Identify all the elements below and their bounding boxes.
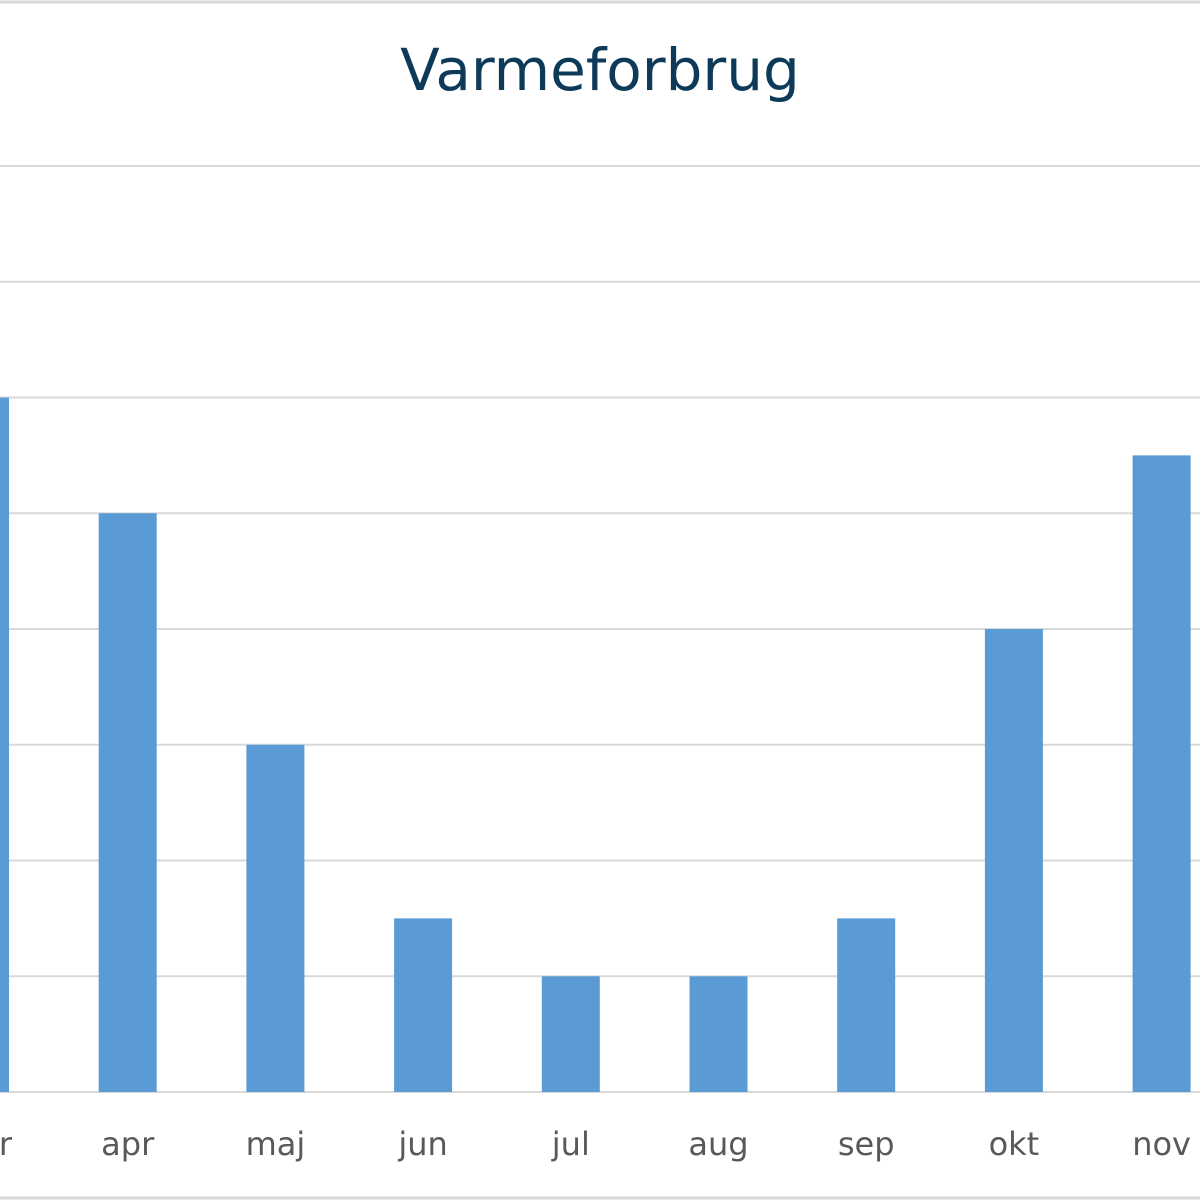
x-tick-label: mar — [0, 1125, 13, 1163]
x-tick-label: nov — [1132, 1125, 1191, 1163]
x-tick-label: apr — [101, 1125, 155, 1163]
x-tick-label: maj — [246, 1125, 306, 1163]
bar — [246, 744, 305, 1092]
bar — [0, 397, 9, 1092]
bar — [837, 918, 896, 1092]
bar — [394, 918, 453, 1092]
bar — [98, 513, 157, 1092]
bar — [689, 976, 748, 1092]
x-tick-label: jul — [551, 1125, 590, 1163]
x-tick-label: aug — [688, 1125, 748, 1163]
chart-title: Varmeforbrug — [400, 36, 800, 104]
bar — [541, 976, 600, 1092]
x-tick-label: sep — [838, 1125, 895, 1163]
bar — [984, 629, 1043, 1092]
x-tick-label: jun — [397, 1125, 447, 1163]
x-tick-label: okt — [989, 1125, 1040, 1163]
bar — [1132, 455, 1191, 1092]
